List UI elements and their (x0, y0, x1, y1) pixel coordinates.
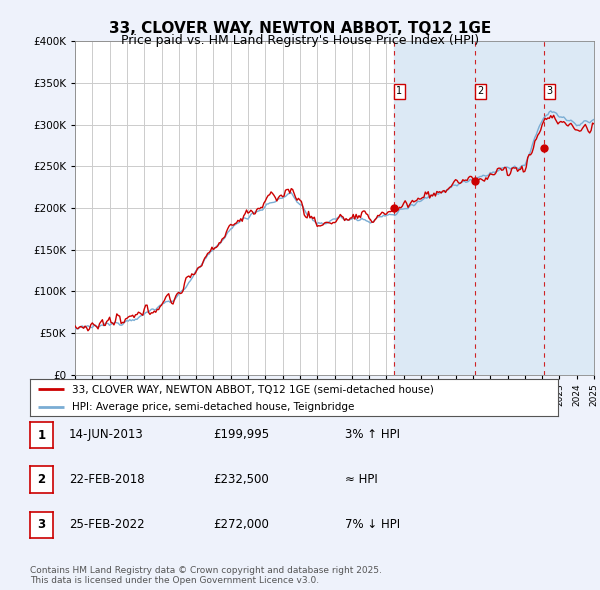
Text: Price paid vs. HM Land Registry's House Price Index (HPI): Price paid vs. HM Land Registry's House … (121, 34, 479, 47)
Text: 14-JUN-2013: 14-JUN-2013 (69, 428, 144, 441)
Text: 7% ↓ HPI: 7% ↓ HPI (345, 518, 400, 531)
Text: 2: 2 (37, 473, 46, 486)
Text: 2: 2 (477, 86, 484, 96)
Text: 33, CLOVER WAY, NEWTON ABBOT, TQ12 1GE (semi-detached house): 33, CLOVER WAY, NEWTON ABBOT, TQ12 1GE (… (72, 384, 434, 394)
Text: 22-FEB-2018: 22-FEB-2018 (69, 473, 145, 486)
Text: 1: 1 (397, 86, 403, 96)
Text: 3: 3 (37, 518, 46, 532)
Text: £199,995: £199,995 (213, 428, 269, 441)
Text: 3: 3 (547, 86, 553, 96)
Text: 25-FEB-2022: 25-FEB-2022 (69, 518, 145, 531)
Text: 33, CLOVER WAY, NEWTON ABBOT, TQ12 1GE: 33, CLOVER WAY, NEWTON ABBOT, TQ12 1GE (109, 21, 491, 35)
Text: £272,000: £272,000 (213, 518, 269, 531)
Text: ≈ HPI: ≈ HPI (345, 473, 378, 486)
Text: Contains HM Land Registry data © Crown copyright and database right 2025.
This d: Contains HM Land Registry data © Crown c… (30, 566, 382, 585)
Text: 1: 1 (37, 428, 46, 442)
Text: HPI: Average price, semi-detached house, Teignbridge: HPI: Average price, semi-detached house,… (72, 402, 355, 412)
Text: £232,500: £232,500 (213, 473, 269, 486)
Text: 3% ↑ HPI: 3% ↑ HPI (345, 428, 400, 441)
Bar (394, 41, 594, 375)
